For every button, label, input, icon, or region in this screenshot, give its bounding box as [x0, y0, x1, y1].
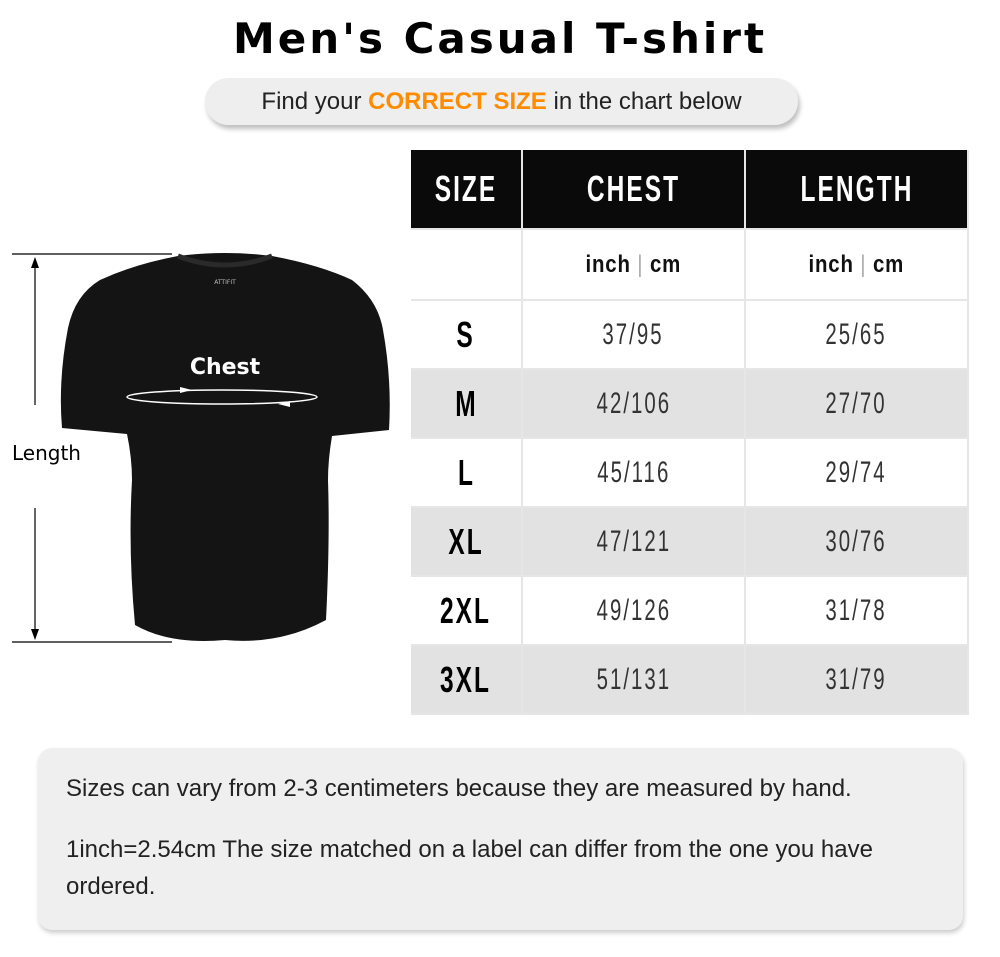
table-row: S 37/95 25/65 — [411, 300, 969, 370]
header-chest: CHEST — [522, 150, 746, 230]
table-header-row: SIZE CHEST LENGTH — [411, 150, 969, 230]
notes-box: Sizes can vary from 2-3 centimeters beca… — [38, 748, 963, 930]
table-row: XL 47/121 30/76 — [411, 507, 969, 577]
chest-measure-ellipse — [126, 389, 318, 405]
arrow-up-icon — [31, 257, 39, 268]
chest-label: Chest — [190, 355, 261, 380]
table-row: L 45/116 29/74 — [411, 438, 969, 508]
subtitle-prefix: Find your — [261, 88, 369, 115]
note-conversion: 1inch=2.54cm The size matched on a label… — [66, 836, 873, 900]
arrow-down-icon — [31, 629, 39, 640]
table-row: 3XL 51/131 31/79 — [411, 645, 969, 715]
subtitle-suffix: in the chart below — [546, 88, 742, 115]
chest-unit: inch | cm — [522, 229, 746, 301]
tshirt-shape — [60, 253, 390, 641]
length-label: Length — [12, 441, 81, 465]
subtitle-banner: Find your CORRECT SIZE in the chart belo… — [205, 78, 798, 125]
tshirt-diagram: ATTIFIT Chest Length — [12, 253, 390, 643]
brand-tag: ATTIFIT — [214, 279, 236, 286]
subtitle-highlight: CORRECT SIZE — [368, 88, 547, 115]
note-measurement: Sizes can vary from 2-3 centimeters beca… — [66, 775, 852, 802]
page-title: Men's Casual T-shirt — [232, 14, 768, 63]
table-row: M 42/106 27/70 — [411, 369, 969, 439]
unit-row: inch | cm inch | cm — [411, 229, 969, 301]
table-row: 2XL 49/126 31/78 — [411, 576, 969, 646]
header-size: SIZE — [411, 150, 523, 230]
length-unit: inch | cm — [745, 229, 969, 301]
header-length: LENGTH — [745, 150, 969, 230]
